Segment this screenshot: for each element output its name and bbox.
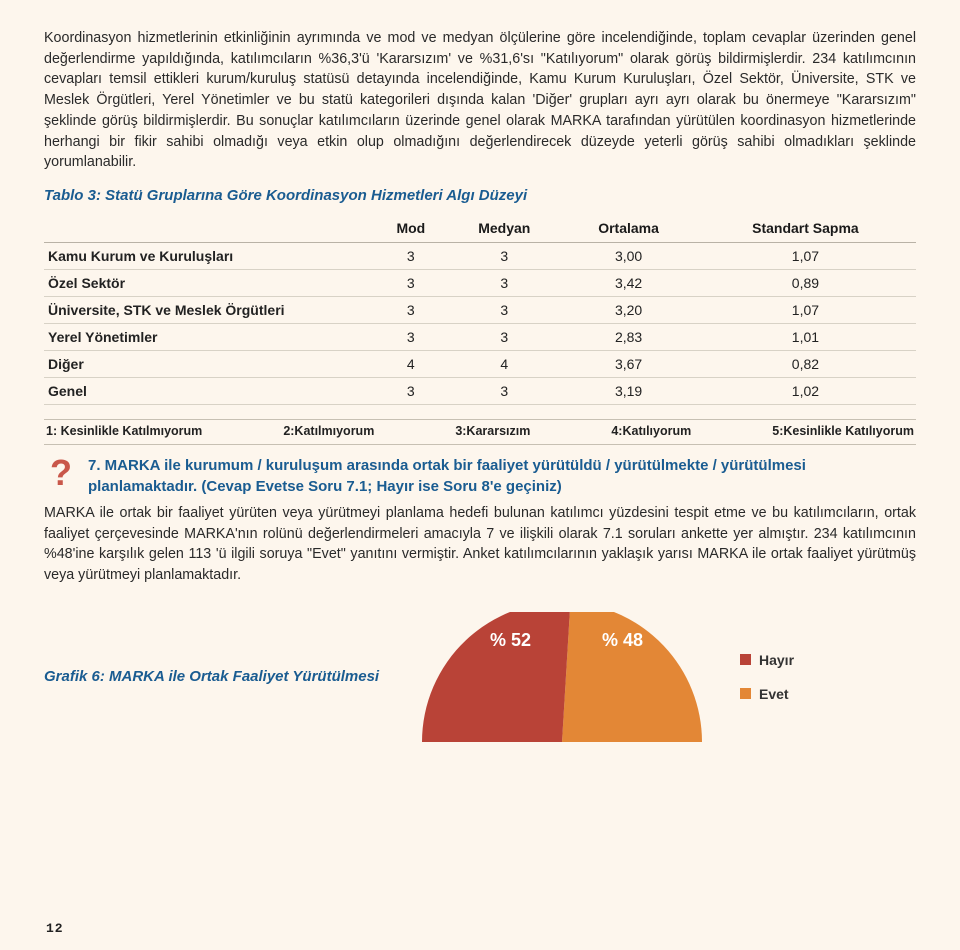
question-mark-icon: ? (44, 455, 78, 497)
pie-slice-label-evet: % 48 (602, 630, 643, 651)
table-cell: 3 (375, 324, 446, 351)
pie-chart: % 52 % 48 (402, 612, 722, 742)
table-cell: 1,07 (695, 243, 916, 270)
legend-item-evet: Evet (740, 686, 916, 702)
row-label: Diğer (44, 351, 375, 378)
table-cell: 3 (446, 297, 562, 324)
col-header-mod: Mod (375, 214, 446, 243)
table-cell: 1,01 (695, 324, 916, 351)
legend-label-hayir: Hayır (759, 652, 794, 668)
scale-3: 3:Kararsızım (455, 424, 530, 438)
table-cell: 3,19 (562, 378, 695, 405)
col-header-ortalama: Ortalama (562, 214, 695, 243)
table-cell: 3 (375, 378, 446, 405)
intro-paragraph: Koordinasyon hizmetlerinin etkinliğinin … (44, 28, 916, 173)
table-cell: 3 (446, 243, 562, 270)
row-label: Özel Sektör (44, 270, 375, 297)
question-title: 7. MARKA ile kurumum / kuruluşum arasınd… (88, 455, 916, 497)
table-row: Diğer443,670,82 (44, 351, 916, 378)
pie-slice-label-hayir: % 52 (490, 630, 531, 651)
table-row: Yerel Yönetimler332,831,01 (44, 324, 916, 351)
table-cell: 3 (375, 270, 446, 297)
chart-row: Grafik 6: MARKA ile Ortak Faaliyet Yürüt… (44, 612, 916, 742)
col-header-medyan: Medyan (446, 214, 562, 243)
scale-1: 1: Kesinlikle Katılmıyorum (46, 424, 202, 438)
stats-table: Mod Medyan Ortalama Standart Sapma Kamu … (44, 214, 916, 405)
legend-swatch-evet (740, 688, 751, 699)
scale-legend: 1: Kesinlikle Katılmıyorum 2:Katılmıyoru… (44, 419, 916, 445)
scale-2: 2:Katılmıyorum (283, 424, 374, 438)
col-header-empty (44, 214, 375, 243)
row-label: Genel (44, 378, 375, 405)
table-row: Kamu Kurum ve Kuruluşları333,001,07 (44, 243, 916, 270)
table-title: Tablo 3: Statü Gruplarına Göre Koordinas… (44, 187, 916, 204)
scale-4: 4:Katılıyorum (611, 424, 691, 438)
table-cell: 2,83 (562, 324, 695, 351)
table-cell: 3,20 (562, 297, 695, 324)
table-row: Üniversite, STK ve Meslek Örgütleri333,2… (44, 297, 916, 324)
row-label: Üniversite, STK ve Meslek Örgütleri (44, 297, 375, 324)
table-cell: 3 (446, 378, 562, 405)
row-label: Yerel Yönetimler (44, 324, 375, 351)
table-row: Özel Sektör333,420,89 (44, 270, 916, 297)
table-cell: 1,07 (695, 297, 916, 324)
scale-5: 5:Kesinlikle Katılıyorum (772, 424, 914, 438)
table-cell: 4 (375, 351, 446, 378)
table-cell: 3 (375, 243, 446, 270)
table-cell: 1,02 (695, 378, 916, 405)
table-header-row: Mod Medyan Ortalama Standart Sapma (44, 214, 916, 243)
table-cell: 0,89 (695, 270, 916, 297)
table-cell: 4 (446, 351, 562, 378)
legend-item-hayir: Hayır (740, 652, 916, 668)
col-header-stdsapma: Standart Sapma (695, 214, 916, 243)
chart-title: Grafik 6: MARKA ile Ortak Faaliyet Yürüt… (44, 668, 384, 685)
pie-legend: Hayır Evet (740, 652, 916, 702)
row-label: Kamu Kurum ve Kuruluşları (44, 243, 375, 270)
table-cell: 3,42 (562, 270, 695, 297)
legend-label-evet: Evet (759, 686, 789, 702)
question-paragraph: MARKA ile ortak bir faaliyet yürüten vey… (44, 503, 916, 586)
table-cell: 0,82 (695, 351, 916, 378)
page-number: 12 (46, 921, 64, 936)
legend-swatch-hayir (740, 654, 751, 665)
table-cell: 3 (446, 270, 562, 297)
table-cell: 3,67 (562, 351, 695, 378)
table-row: Genel333,191,02 (44, 378, 916, 405)
question-block: ? 7. MARKA ile kurumum / kuruluşum arası… (44, 455, 916, 497)
table-cell: 3 (375, 297, 446, 324)
table-cell: 3 (446, 324, 562, 351)
table-cell: 3,00 (562, 243, 695, 270)
